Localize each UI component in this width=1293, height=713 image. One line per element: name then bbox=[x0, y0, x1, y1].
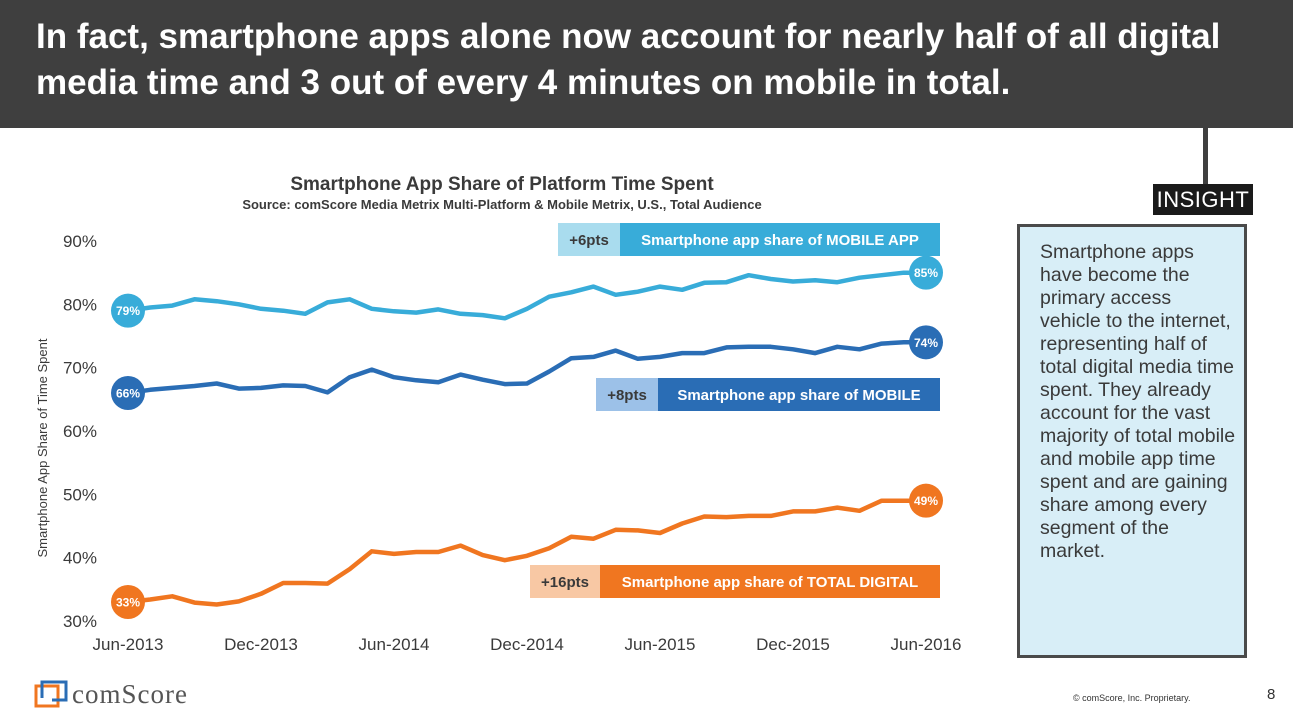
insight-tag: INSIGHT bbox=[1153, 184, 1253, 215]
data-label: 74% bbox=[914, 336, 938, 350]
series-legend-label: Smartphone app share of MOBILE bbox=[677, 387, 920, 404]
y-axis-ticks: 30% 40% 50% 60% 70% 80% 90% bbox=[63, 232, 97, 631]
insight-box: Smartphone apps have become the primary … bbox=[1017, 224, 1247, 658]
x-tick-label: Dec-2013 bbox=[224, 635, 298, 654]
data-label: 49% bbox=[914, 494, 938, 508]
series-lines: 79% 85% 66% 74% 33% 49% bbox=[111, 255, 943, 619]
change-badge-text: +8pts bbox=[607, 387, 647, 404]
change-badge-text: +16pts bbox=[541, 574, 589, 591]
data-label: 66% bbox=[116, 387, 140, 401]
series-legend-box bbox=[600, 565, 940, 598]
chart-title: Smartphone App Share of Platform Time Sp… bbox=[290, 174, 714, 195]
x-axis-ticks: Jun-2013 Dec-2013 Jun-2014 Dec-2014 Jun-2015… bbox=[93, 635, 962, 654]
y-tick-label: 50% bbox=[63, 485, 97, 504]
data-label: 85% bbox=[914, 266, 938, 280]
series-endpoint-marker bbox=[909, 483, 943, 518]
page-number: 8 bbox=[1267, 686, 1276, 703]
comscore-logo-icon bbox=[34, 680, 68, 708]
series-endpoint-marker bbox=[111, 376, 145, 410]
series-line bbox=[125, 498, 929, 607]
data-label: 33% bbox=[116, 596, 140, 610]
insight-connector bbox=[1203, 128, 1208, 184]
series-endpoint-marker bbox=[909, 325, 943, 360]
series-line bbox=[125, 340, 929, 396]
y-tick-label: 40% bbox=[63, 549, 97, 568]
y-tick-label: 30% bbox=[63, 612, 97, 631]
change-badge bbox=[530, 565, 600, 598]
series-endpoint-marker bbox=[909, 255, 943, 290]
x-tick-label: Dec-2014 bbox=[490, 635, 564, 654]
insight-text: Smartphone apps have become the primary … bbox=[1040, 241, 1236, 562]
page-title: In fact, smartphone apps alone now accou… bbox=[36, 17, 1221, 102]
line-chart: Smartphone App Share of Platform Time Sp… bbox=[35, 174, 962, 654]
change-badge bbox=[596, 378, 658, 411]
y-tick-label: 80% bbox=[63, 295, 97, 314]
series-legend-box bbox=[658, 378, 940, 411]
series-endpoint-marker bbox=[111, 293, 145, 328]
y-tick-label: 90% bbox=[63, 232, 97, 251]
x-tick-label: Dec-2015 bbox=[756, 635, 830, 654]
y-tick-label: 70% bbox=[63, 359, 97, 378]
x-tick-label: Jun-2015 bbox=[625, 635, 696, 654]
series-legend-label: Smartphone app share of TOTAL DIGITAL bbox=[622, 574, 918, 591]
x-tick-label: Jun-2014 bbox=[359, 635, 430, 654]
change-badge-text: +6pts bbox=[569, 232, 609, 249]
series-legends: +6pts Smartphone app share of MOBILE APP +… bbox=[530, 223, 940, 598]
x-tick-label: Jun-2013 bbox=[93, 635, 164, 654]
y-axis-label: Smartphone App Share of Time Spent bbox=[35, 338, 50, 557]
series-endpoint-marker bbox=[111, 585, 145, 619]
chart-subtitle: Source: comScore Media Metrix Multi-Plat… bbox=[242, 197, 761, 212]
y-tick-label: 60% bbox=[63, 422, 97, 441]
series-legend-label: Smartphone app share of MOBILE APP bbox=[641, 232, 919, 249]
header-bar: In fact, smartphone apps alone now accou… bbox=[0, 0, 1293, 128]
x-tick-label: Jun-2016 bbox=[891, 635, 962, 654]
change-badge bbox=[558, 223, 620, 256]
comscore-logo-text: comScore bbox=[72, 679, 188, 709]
copyright-text: © comScore, Inc. Proprietary. bbox=[1073, 693, 1191, 703]
series-legend-box bbox=[620, 223, 940, 256]
series-line bbox=[125, 270, 929, 321]
data-label: 79% bbox=[116, 304, 140, 318]
